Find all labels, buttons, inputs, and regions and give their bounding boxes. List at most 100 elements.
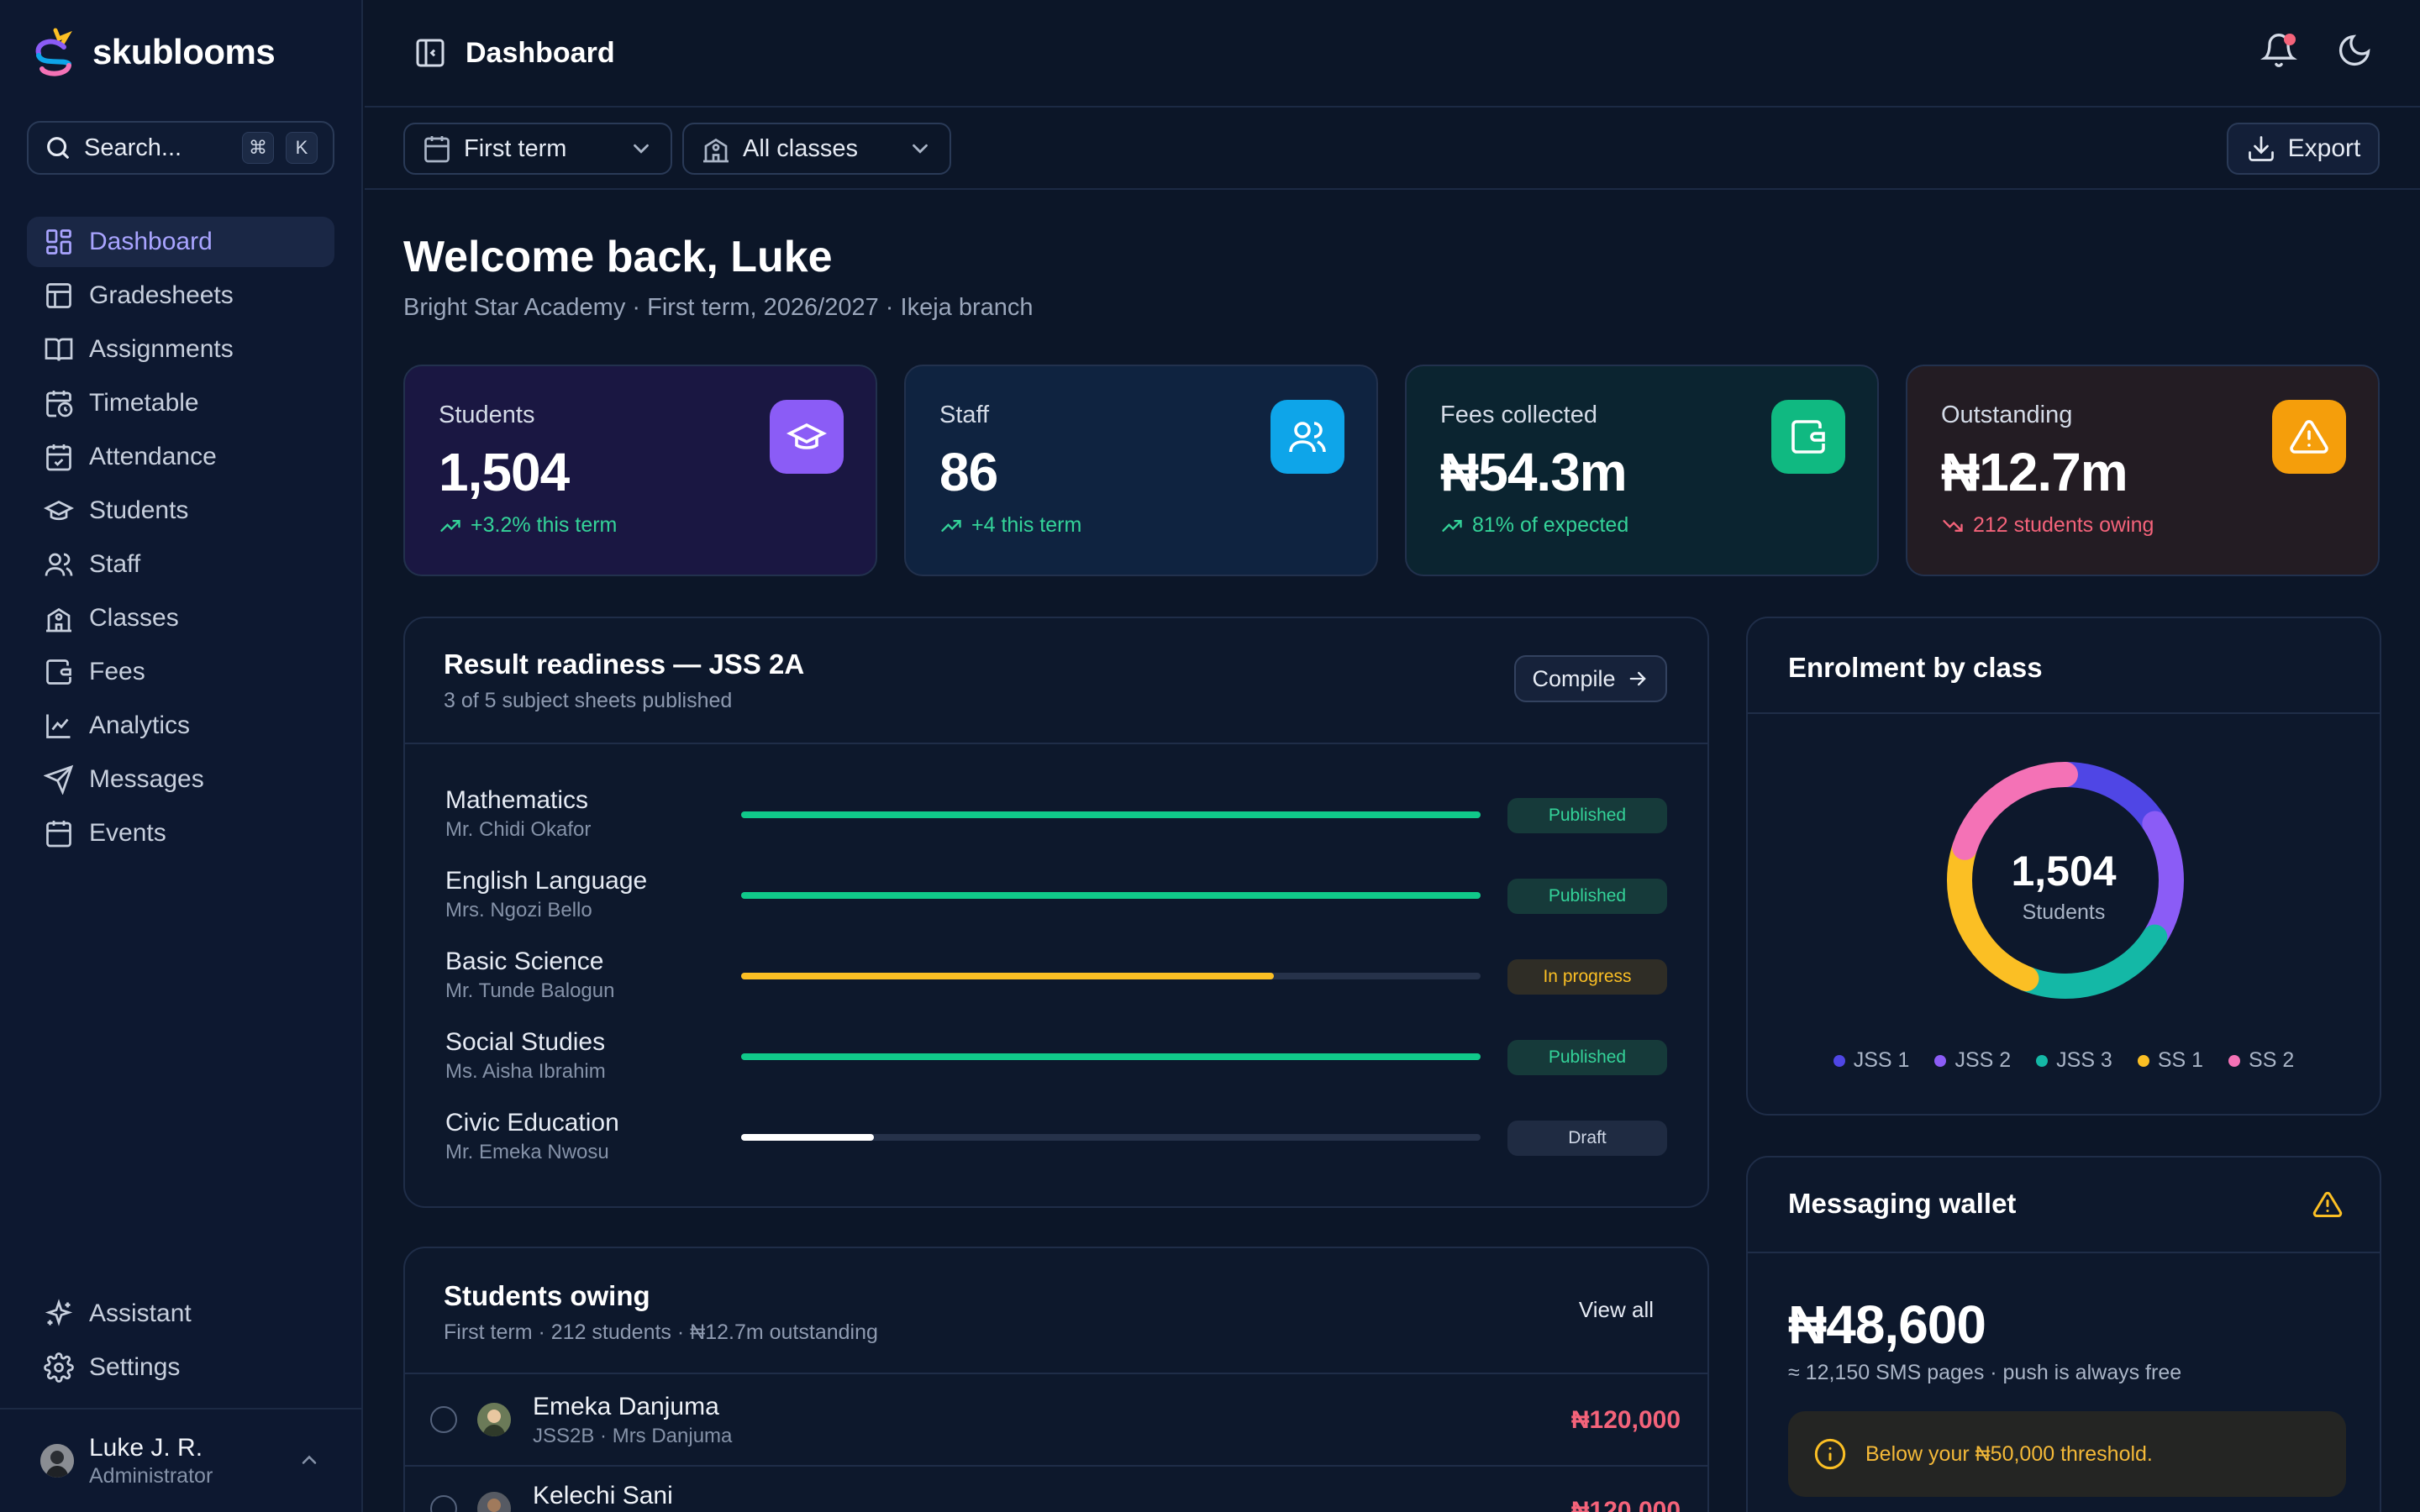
search-placeholder: Search... bbox=[84, 134, 182, 161]
user-menu[interactable]: Luke J. R. Administrator bbox=[0, 1408, 363, 1512]
trend-down-icon bbox=[1943, 519, 1963, 532]
table-row[interactable]: Kelechi Sani ₦120,000 bbox=[405, 1468, 1707, 1512]
threshold-warning-text: Below your ₦50,000 threshold. bbox=[1865, 1441, 2153, 1466]
chevron-up-icon[interactable] bbox=[297, 1448, 321, 1472]
sidebar-item-messages[interactable]: Messages bbox=[27, 754, 334, 805]
stat-icon-students bbox=[770, 400, 844, 474]
search-input[interactable]: Search... ⌘ K bbox=[27, 121, 334, 175]
wallet-title: Messaging wallet bbox=[1788, 1188, 2017, 1219]
avatar bbox=[40, 1444, 74, 1478]
stat-label: Outstanding bbox=[1941, 402, 2073, 428]
sidebar-item-label: Dashboard bbox=[89, 228, 213, 255]
readiness-subtitle: 3 of 5 subject sheets published bbox=[444, 689, 733, 712]
donut-segment-ss-1[interactable] bbox=[1947, 762, 2184, 999]
term-select-value: First term bbox=[464, 134, 567, 162]
stat-card-students[interactable]: Students 1,504 +3.2% this term bbox=[403, 365, 877, 576]
stat-value: ₦12.7m bbox=[1941, 442, 2128, 502]
moon-icon[interactable] bbox=[2336, 32, 2373, 69]
sidebar-item-attendance[interactable]: Attendance bbox=[27, 432, 334, 482]
progress-bar bbox=[741, 811, 1481, 818]
stat-value: 1,504 bbox=[439, 442, 570, 502]
subject-teacher: Ms. Aisha Ibrahim bbox=[445, 1060, 606, 1083]
donut-legend: JSS 1 JSS 2 JSS 3 SS 1 SS 2 bbox=[1748, 1048, 2380, 1073]
sidebar-item-timetable[interactable]: Timetable bbox=[27, 378, 334, 428]
amount-owed: ₦120,000 bbox=[1570, 1406, 1681, 1434]
sidebar-item-fees[interactable]: Fees bbox=[27, 647, 334, 697]
avatar bbox=[477, 1403, 511, 1436]
donut-segment-ss-2[interactable] bbox=[1947, 762, 2184, 999]
graduation-cap-icon bbox=[786, 423, 827, 449]
donut-segment-jss-3[interactable] bbox=[1947, 762, 2184, 999]
sidebar-item-classes[interactable]: Classes bbox=[27, 593, 334, 643]
subject-teacher: Mr. Emeka Nwosu bbox=[445, 1141, 609, 1163]
subject-row[interactable]: Mathematics Mr. Chidi Okafor Published bbox=[405, 786, 1707, 853]
class-select[interactable]: All classes bbox=[682, 123, 951, 175]
subject-teacher: Mr. Chidi Okafor bbox=[445, 818, 592, 841]
stat-value: ₦54.3m bbox=[1440, 442, 1628, 502]
wallet-detail: ≈ 12,150 SMS pages · push is always free bbox=[1788, 1361, 2182, 1384]
graduation-cap-icon bbox=[44, 500, 74, 521]
sidebar-item-label: Messages bbox=[89, 765, 204, 793]
stat-icon-fees bbox=[1771, 400, 1845, 474]
messaging-wallet-card: Messaging wallet ₦48,600 ≈ 12,150 SMS pa… bbox=[1746, 1156, 2381, 1512]
subject-name: Basic Science bbox=[445, 948, 604, 975]
subject-row[interactable]: English Language Mrs. Ngozi Bello Publis… bbox=[405, 867, 1707, 934]
donut-total-label: Students bbox=[2022, 900, 2106, 924]
sidebar-item-analytics[interactable]: Analytics bbox=[27, 701, 334, 751]
export-button[interactable]: Export bbox=[2227, 123, 2380, 175]
compile-button[interactable]: Compile bbox=[1514, 655, 1667, 702]
sidebar-item-label: Students bbox=[89, 496, 189, 524]
search-icon bbox=[47, 137, 69, 159]
brand[interactable]: skublooms bbox=[30, 27, 276, 77]
stat-card-staff[interactable]: Staff 86 +4 this term bbox=[904, 365, 1378, 576]
sidebar-item-dashboard[interactable]: Dashboard bbox=[27, 217, 334, 267]
result-readiness-card: Result readiness — JSS 2A 3 of 5 subject… bbox=[403, 617, 1709, 1208]
view-all-link[interactable]: View all bbox=[1578, 1297, 1654, 1322]
user-role: Administrator bbox=[89, 1463, 213, 1488]
top-bar: Dashboard bbox=[365, 0, 2420, 108]
term-select[interactable]: First term bbox=[403, 123, 672, 175]
legend-item: JSS 3 bbox=[2036, 1048, 2112, 1073]
row-checkbox[interactable] bbox=[430, 1406, 457, 1433]
amount-owed: ₦120,000 bbox=[1570, 1497, 1681, 1512]
kbd-key: K bbox=[286, 132, 318, 164]
sidebar-item-gradesheets[interactable]: Gradesheets bbox=[27, 270, 334, 321]
subject-name: Social Studies bbox=[445, 1028, 606, 1056]
stat-delta: +3.2% this term bbox=[439, 513, 842, 538]
compile-label: Compile bbox=[1532, 665, 1616, 691]
calendar-check-icon bbox=[46, 444, 71, 471]
subject-row[interactable]: Civic Education Mr. Emeka Nwosu Draft bbox=[405, 1109, 1707, 1176]
table-row[interactable]: Emeka Danjuma JSS2B · Mrs Danjuma ₦120,0… bbox=[405, 1374, 1707, 1467]
donut-segment-jss-2[interactable] bbox=[1947, 762, 2184, 999]
sidebar-item-staff[interactable]: Staff bbox=[27, 539, 334, 590]
subject-row[interactable]: Social Studies Ms. Aisha Ibrahim Publish… bbox=[405, 1028, 1707, 1095]
filter-bar: First term All classes Export bbox=[365, 109, 2420, 190]
stat-delta: 81% of expected bbox=[1440, 513, 1844, 538]
stat-value: 86 bbox=[939, 442, 998, 502]
legend-item: JSS 2 bbox=[1934, 1048, 2011, 1073]
chevron-down-icon bbox=[913, 144, 928, 154]
sidebar-item-settings[interactable]: Settings bbox=[27, 1342, 334, 1393]
subject-row[interactable]: Basic Science Mr. Tunde Balogun In progr… bbox=[405, 948, 1707, 1015]
export-label: Export bbox=[2287, 134, 2361, 162]
notifications-button[interactable] bbox=[2260, 32, 2297, 69]
sidebar-item-label: Staff bbox=[89, 550, 141, 578]
sidebar-item-events[interactable]: Events bbox=[27, 808, 334, 858]
legend-item: JSS 1 bbox=[1833, 1048, 1909, 1073]
sidebar-item-label: Assistant bbox=[89, 1299, 192, 1327]
row-checkbox[interactable] bbox=[430, 1495, 457, 1512]
brand-logo-icon bbox=[35, 28, 72, 76]
sidebar-item-students[interactable]: Students bbox=[27, 486, 334, 536]
stat-card-fees[interactable]: Fees collected ₦54.3m 81% of expected bbox=[1405, 365, 1879, 576]
stat-delta: 212 students owing bbox=[1941, 513, 2344, 538]
wallet-icon bbox=[46, 659, 71, 685]
avatar bbox=[477, 1492, 511, 1512]
sidebar-toggle-icon[interactable] bbox=[413, 36, 447, 70]
trend-up-icon bbox=[941, 519, 961, 532]
progress-bar bbox=[741, 1134, 1481, 1141]
brand-name: skublooms bbox=[92, 32, 276, 71]
stat-card-outstanding[interactable]: Outstanding ₦12.7m 212 students owing bbox=[1906, 365, 2380, 576]
sidebar-item-assistant[interactable]: Assistant bbox=[27, 1289, 334, 1339]
subject-teacher: Mr. Tunde Balogun bbox=[445, 979, 615, 1002]
sidebar-item-assignments[interactable]: Assignments bbox=[27, 324, 334, 375]
